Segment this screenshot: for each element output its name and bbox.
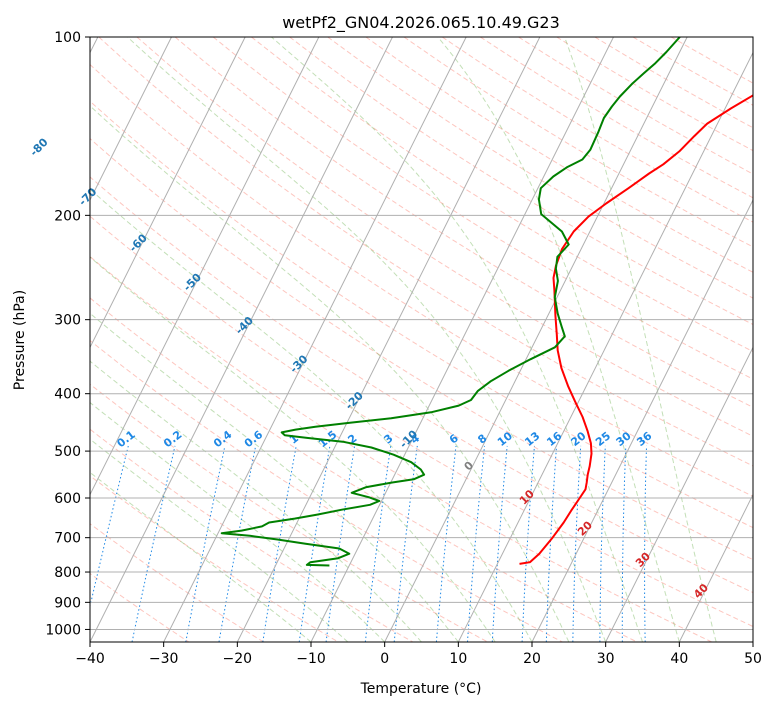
mixing-ratio-line <box>467 445 485 642</box>
moist-adiabat-line <box>90 105 570 642</box>
y-tick-label: 900 <box>54 595 81 611</box>
x-tick-label: 0 <box>380 651 389 667</box>
x-tick-label: 10 <box>449 651 467 667</box>
x-axis-title: Temperature (°C) <box>360 681 482 697</box>
y-tick-label: 500 <box>54 444 81 460</box>
mixing-ratio-line <box>262 445 297 642</box>
x-tick-label: −20 <box>223 651 253 667</box>
mixing-ratio-line <box>572 445 582 642</box>
dry-adiabat-line <box>251 37 753 353</box>
isotherm-line <box>163 37 467 642</box>
y-tick-label: 800 <box>54 565 81 581</box>
dry-adiabat-line <box>90 63 753 497</box>
moist-adiabat-line <box>90 188 533 642</box>
dry-adiabat-line <box>90 383 488 642</box>
moist-adiabat-line <box>564 37 717 642</box>
moist-adiabat-line <box>90 312 459 642</box>
moist-adiabat-line <box>127 37 607 642</box>
moist-adiabat-line <box>90 401 386 642</box>
mixing-ratio-line <box>185 445 226 642</box>
dry-adiabat-line <box>289 37 753 326</box>
y-tick-label: 700 <box>54 531 81 547</box>
dry-adiabat-line <box>90 297 638 642</box>
dry-adiabat-line <box>90 176 753 594</box>
profile-lines <box>220 37 753 567</box>
mixing-ratio-line <box>491 445 508 642</box>
isotherm-line <box>90 37 320 496</box>
y-tick-label: 400 <box>54 387 81 403</box>
moist-adiabat-line <box>437 37 680 642</box>
mixing-ratio-line <box>521 445 535 642</box>
y-axis-title: Pressure (hPa) <box>12 290 28 390</box>
x-tick-label: −10 <box>296 651 326 667</box>
mixing-ratio-line <box>325 445 356 642</box>
mixing-ratio-line <box>545 445 557 642</box>
mixing-ratio-line <box>218 445 257 642</box>
temperature-profile-line <box>519 94 753 565</box>
mixing-ratio-line <box>435 445 457 642</box>
plot-frame <box>89 36 754 643</box>
x-tick-label: 20 <box>523 651 541 667</box>
chart-title: wetPf2_GN04.2026.065.10.49.G23 <box>282 13 560 33</box>
dry-adiabat-line <box>90 255 712 642</box>
dry-adiabat-line <box>90 572 190 642</box>
y-tick-label: 200 <box>54 208 81 224</box>
background-lines <box>90 37 753 642</box>
moist-adiabat-line <box>90 438 349 642</box>
dry-adiabat-line <box>90 339 563 642</box>
isotherm-line <box>457 51 753 642</box>
mixing-ratio-line <box>644 445 647 642</box>
dry-adiabat-line <box>98 37 753 467</box>
mixing-ratio-line <box>621 445 627 642</box>
isotherm-line <box>90 37 393 642</box>
isotherm-line <box>531 198 753 642</box>
y-tick-label: 600 <box>54 491 81 507</box>
x-tick-label: 30 <box>597 651 615 667</box>
mixing-ratio-line <box>131 445 176 642</box>
x-tick-label: −30 <box>149 651 179 667</box>
isotherm-line <box>605 346 753 642</box>
isotherm-line <box>90 37 246 349</box>
y-tick-label: 1000 <box>45 622 81 638</box>
y-tick-label: 100 <box>54 30 81 46</box>
moist-adiabat-line <box>271 37 643 642</box>
axes: −40 −30 −20 −10 0 10 20 30 40 50 100 200 300 400 500 60… <box>45 30 762 667</box>
x-tick-label: 50 <box>744 651 762 667</box>
x-tick-label: −40 <box>75 651 105 667</box>
dry-adiabat-line <box>90 100 753 529</box>
mixing-ratio-line <box>364 445 392 642</box>
y-tick-label: 300 <box>54 313 81 329</box>
isotherm-line <box>90 37 172 202</box>
x-tick-label: 40 <box>670 651 688 667</box>
isotherm-line <box>384 37 688 642</box>
dry-adiabat-line <box>212 37 753 380</box>
mixing-ratio-line <box>599 445 606 642</box>
isotherm-line <box>310 37 614 642</box>
moist-adiabat-line <box>90 360 422 642</box>
dewpoint-profile-line <box>220 37 681 567</box>
isotherm-line <box>678 493 753 642</box>
